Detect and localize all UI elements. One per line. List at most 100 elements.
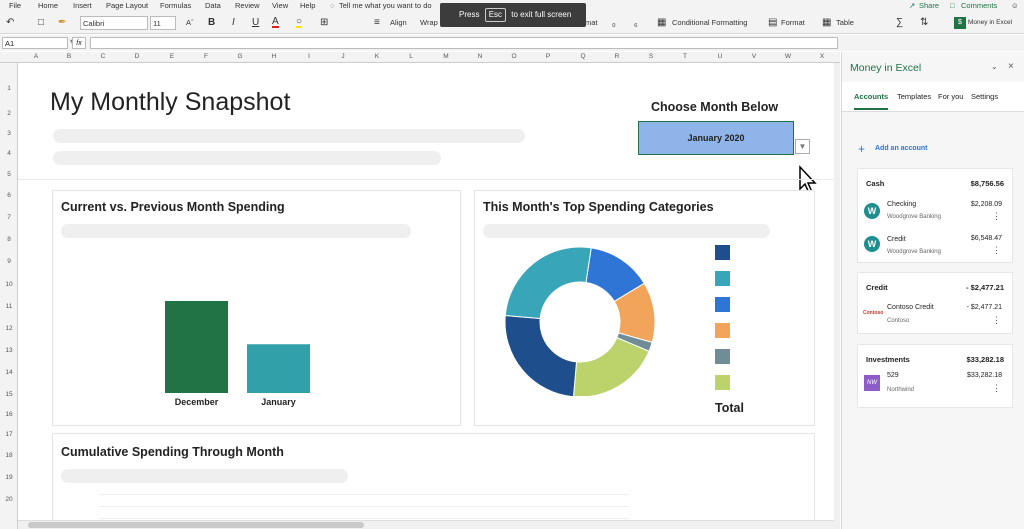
vertical-scrollbar[interactable] (834, 63, 840, 529)
col-header[interactable]: U (717, 53, 723, 60)
tab-settings[interactable]: Settings (971, 92, 999, 101)
month-selector-cell[interactable]: January 2020 (638, 121, 794, 155)
table-button[interactable]: Table (836, 18, 854, 27)
plus-icon[interactable]: + (858, 142, 866, 156)
col-header[interactable]: B (66, 53, 72, 60)
more-options-icon[interactable]: ⋮ (992, 245, 1001, 255)
row-header[interactable]: 5 (7, 171, 11, 178)
col-header[interactable]: I (308, 53, 310, 60)
account-name[interactable]: Credit (887, 236, 906, 243)
more-options-icon[interactable]: ⋮ (992, 383, 1001, 393)
row-header[interactable]: 14 (5, 369, 13, 376)
col-header[interactable]: A (33, 53, 39, 60)
horizontal-scrollbar[interactable] (18, 520, 840, 529)
conditional-formatting-button[interactable]: Conditional Formatting (672, 18, 748, 27)
col-header[interactable]: D (134, 53, 140, 60)
undo-icon[interactable]: ↶ (6, 17, 15, 28)
menu-help[interactable]: Help (300, 1, 316, 10)
row-header[interactable]: 15 (5, 391, 13, 398)
col-header[interactable]: R (614, 53, 620, 60)
row-header[interactable]: 9 (7, 258, 11, 265)
chevron-down-icon[interactable]: ⌄ (991, 62, 998, 71)
underline-button[interactable]: U (252, 17, 260, 28)
col-header[interactable]: W (784, 53, 792, 60)
smiley-icon[interactable]: ☺ (1011, 1, 1019, 10)
col-header[interactable]: H (271, 53, 277, 60)
row-header[interactable]: 13 (5, 347, 13, 354)
format-button[interactable]: Format (781, 18, 805, 27)
col-header[interactable]: G (237, 53, 243, 60)
row-header[interactable]: 19 (5, 474, 13, 481)
col-header[interactable]: S (648, 53, 654, 60)
col-header[interactable]: C (100, 53, 106, 60)
add-account-button[interactable]: Add an account (875, 145, 928, 152)
italic-button[interactable]: I (232, 17, 235, 28)
menu-review[interactable]: Review (235, 1, 260, 10)
col-header[interactable]: E (169, 53, 175, 60)
share-button[interactable]: Share (919, 1, 940, 10)
row-header[interactable]: 4 (7, 150, 11, 157)
formula-input[interactable] (90, 37, 838, 49)
menu-formulas[interactable]: Formulas (160, 1, 192, 10)
row-header[interactable]: 8 (7, 236, 11, 243)
name-box[interactable]: A1 (2, 37, 68, 49)
money-in-excel-button[interactable]: Money in Excel (968, 19, 1013, 26)
menu-file[interactable]: File (9, 1, 22, 10)
col-header[interactable]: J (341, 53, 345, 60)
fill-color-icon[interactable]: ○ (296, 16, 303, 28)
tell-me-search[interactable]: Tell me what you want to do (339, 1, 432, 10)
row-header[interactable]: 7 (7, 214, 11, 221)
col-header[interactable]: L (409, 53, 413, 60)
row-header[interactable]: 3 (7, 130, 11, 137)
row-header[interactable]: 16 (5, 411, 13, 418)
col-header[interactable]: M (443, 53, 449, 60)
align-button[interactable]: Align (390, 18, 407, 27)
font-name-select[interactable]: Calibri (80, 16, 148, 30)
bold-button[interactable]: B (208, 17, 216, 28)
menu-home[interactable]: Home (38, 1, 59, 10)
col-header[interactable]: X (819, 53, 825, 60)
col-header[interactable]: Q (580, 53, 586, 60)
account-name[interactable]: 529 (887, 372, 899, 379)
col-header[interactable]: P (545, 53, 551, 60)
close-icon[interactable]: × (1008, 61, 1014, 72)
wrap-button[interactable]: Wrap (420, 18, 438, 27)
menu-insert[interactable]: Insert (73, 1, 92, 10)
paste-icon[interactable]: □ (38, 17, 45, 28)
decimal-icon[interactable]: ₀ (612, 18, 616, 28)
col-header[interactable]: F (204, 53, 208, 60)
row-header[interactable]: 2 (7, 110, 11, 117)
sheet-canvas[interactable]: My Monthly Snapshot Choose Month Below J… (18, 63, 840, 529)
format-painter-icon[interactable]: ✒ (58, 17, 67, 28)
col-header[interactable]: O (511, 53, 517, 60)
decimal-decrease-icon[interactable]: ₆ (634, 18, 638, 28)
month-dropdown-arrow-icon[interactable]: ▼ (795, 139, 810, 154)
tab-for-you[interactable]: For you (938, 92, 964, 101)
col-header[interactable]: K (374, 53, 380, 60)
row-header[interactable]: 6 (7, 192, 11, 199)
row-header[interactable]: 18 (5, 452, 13, 459)
row-header[interactable]: 10 (5, 281, 13, 288)
more-options-icon[interactable]: ⋮ (992, 315, 1001, 325)
row-header[interactable]: 12 (5, 325, 13, 332)
fx-button[interactable]: fx (72, 37, 86, 49)
comments-button[interactable]: Comments (961, 1, 998, 10)
tab-templates[interactable]: Templates (897, 92, 932, 101)
row-header[interactable]: 20 (5, 496, 13, 503)
sum-icon[interactable]: ∑ (896, 17, 904, 28)
font-color-button[interactable]: A (272, 16, 279, 28)
row-header[interactable]: 11 (5, 303, 13, 310)
col-header[interactable]: N (477, 53, 483, 60)
font-size-select[interactable]: 11 (150, 16, 176, 30)
scrollbar-thumb[interactable] (28, 522, 364, 528)
increase-font-icon[interactable]: Aˆ (186, 18, 194, 27)
col-header[interactable]: T (683, 53, 687, 60)
menu-data[interactable]: Data (205, 1, 221, 10)
menu-view[interactable]: View (272, 1, 289, 10)
account-name[interactable]: Contoso Credit (887, 304, 934, 311)
col-header[interactable]: V (751, 53, 757, 60)
sort-filter-icon[interactable]: ⇅ (920, 17, 929, 28)
more-options-icon[interactable]: ⋮ (992, 211, 1001, 221)
tab-accounts[interactable]: Accounts (854, 92, 889, 110)
account-name[interactable]: Checking (887, 201, 917, 208)
